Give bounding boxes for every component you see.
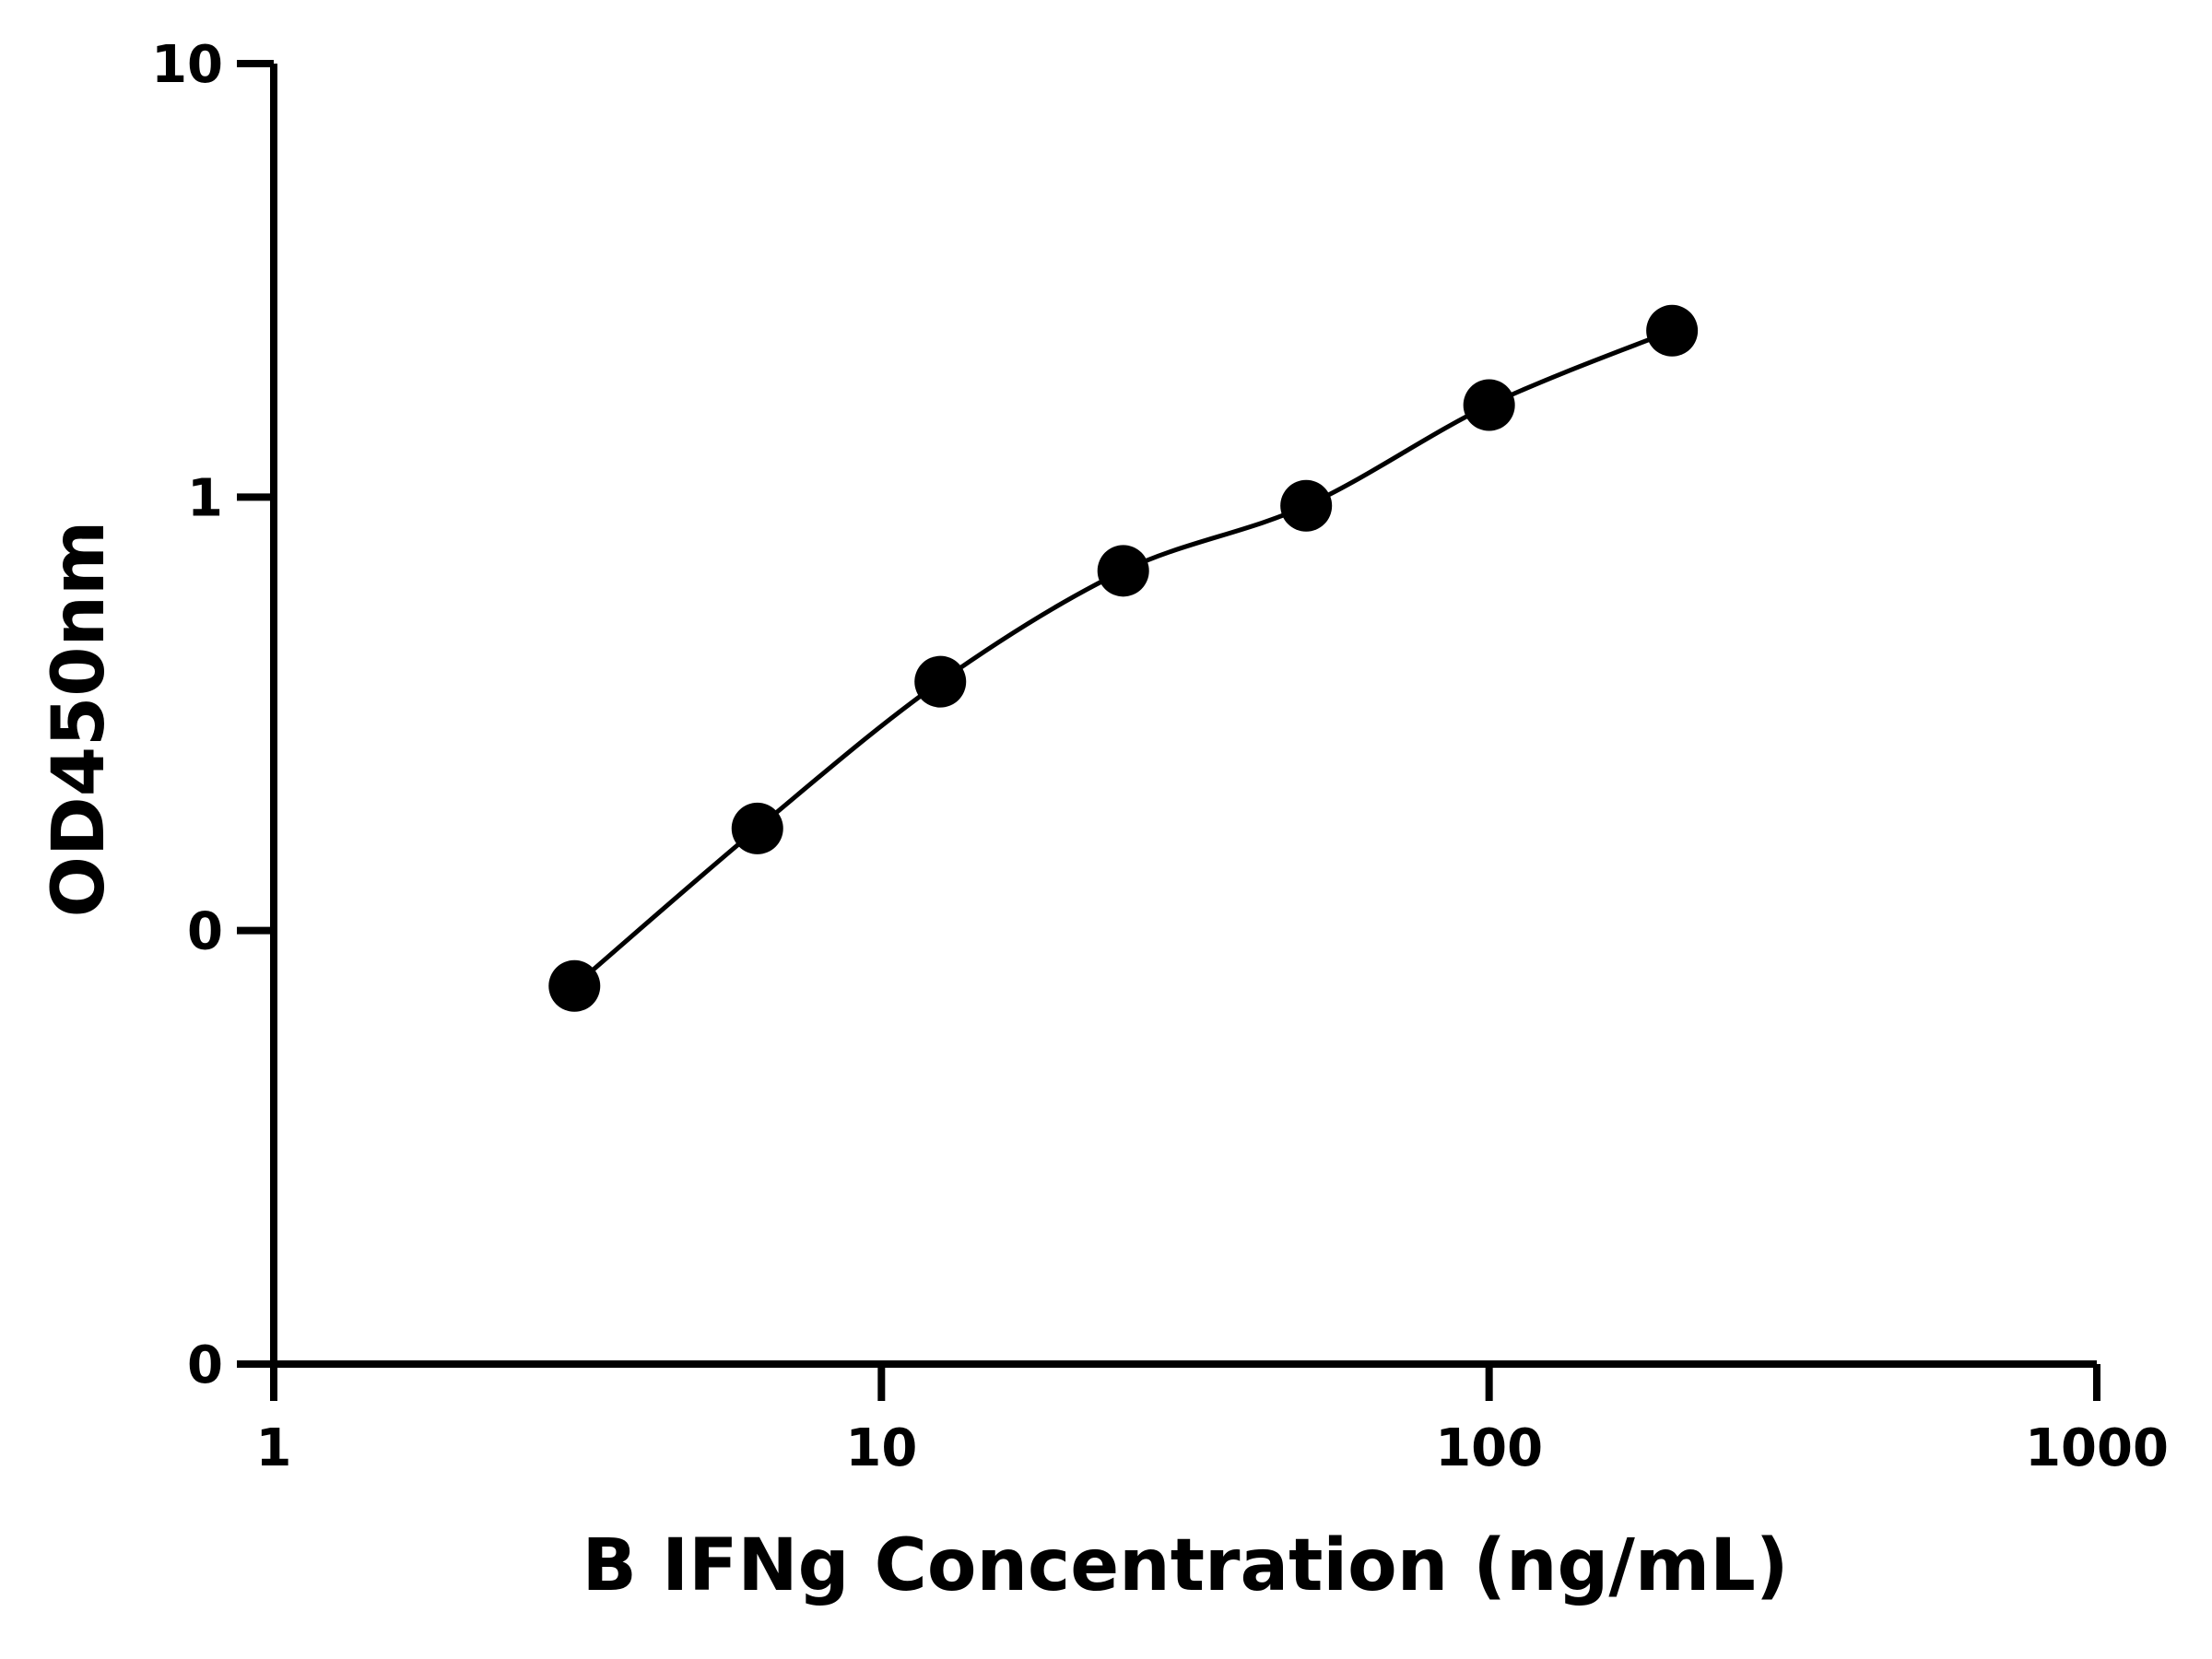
data-point (914, 655, 967, 708)
data-point (1463, 379, 1515, 431)
data-point (1280, 479, 1333, 532)
data-point (1097, 545, 1149, 597)
data-point (731, 802, 783, 854)
data-point (548, 959, 601, 1012)
y-tick-label: 0 (187, 1335, 223, 1395)
y-axis-title: OD450nm (38, 521, 121, 918)
y-tick-label: 10 (151, 35, 223, 95)
x-axis-title: B IFNg Concentration (ng/mL) (582, 1524, 1788, 1607)
data-point (1646, 304, 1699, 357)
y-tick-label: 0 (187, 902, 223, 962)
x-tick-label: 1000 (2025, 1418, 2169, 1478)
x-tick-label: 10 (845, 1418, 917, 1478)
y-tick-label: 1 (187, 468, 223, 528)
x-tick-label: 100 (1435, 1418, 1543, 1478)
x-tick-label: 1 (256, 1418, 292, 1478)
fit-curve (572, 328, 1674, 988)
